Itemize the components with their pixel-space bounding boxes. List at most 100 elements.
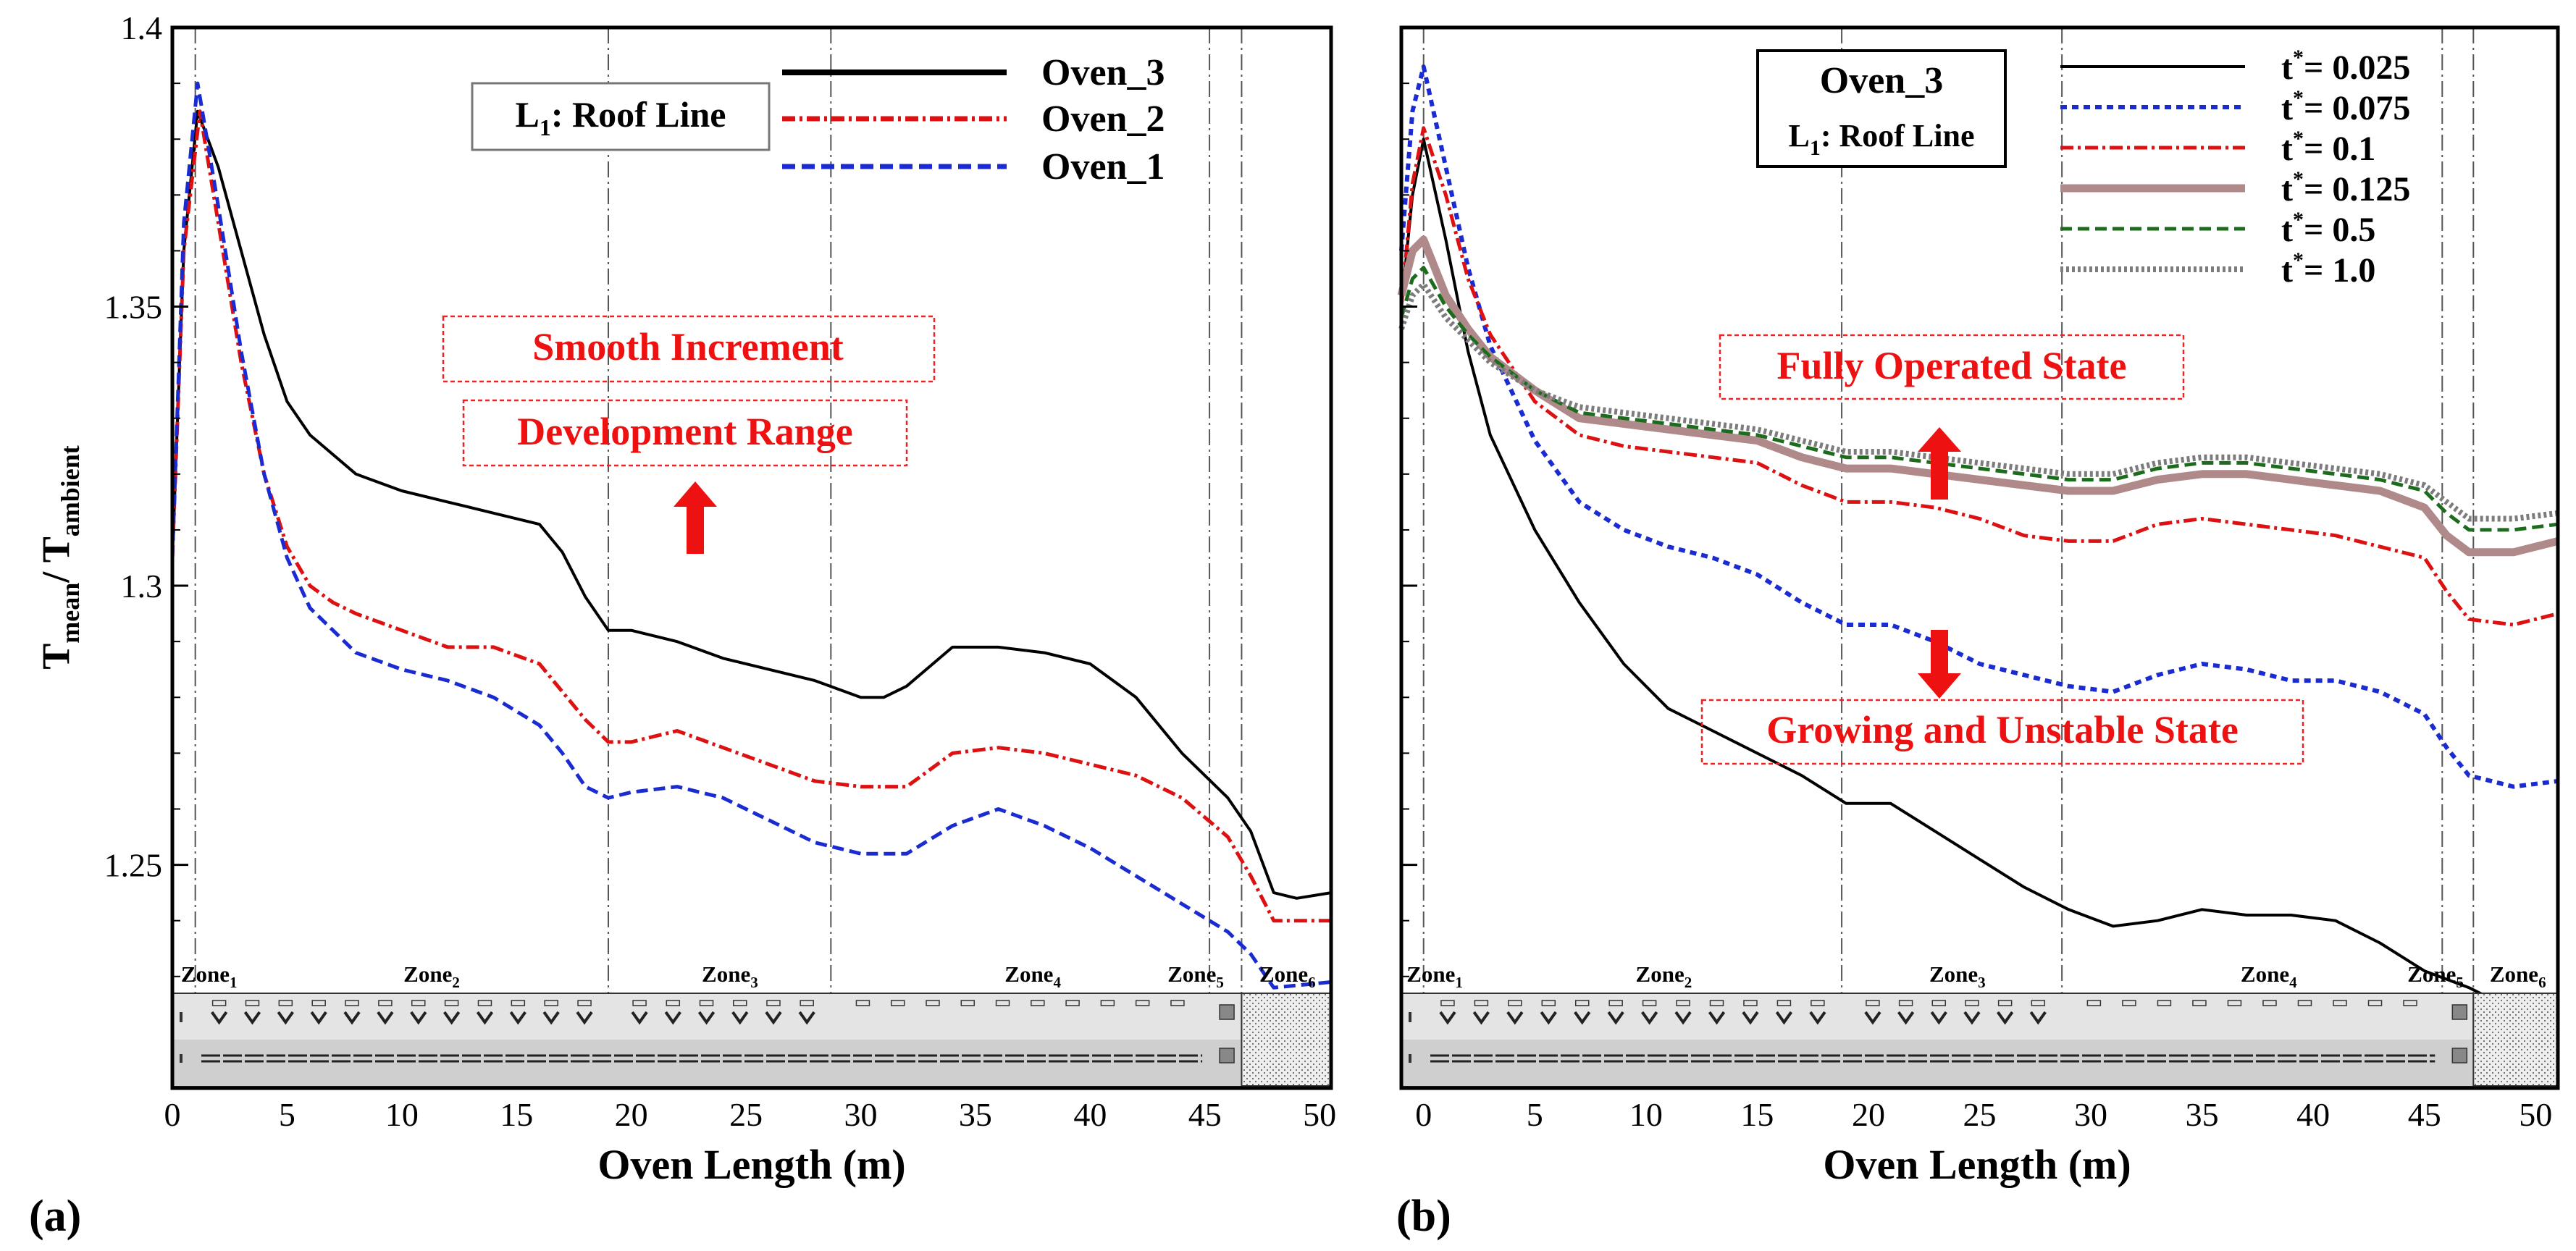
oven-nozzle — [544, 1000, 558, 1006]
info-l: L — [515, 94, 539, 135]
zone-label-2: Zone2 — [403, 961, 460, 991]
oven-entry-mark-2 — [180, 1054, 182, 1063]
oven-heater-icon — [798, 1011, 815, 1025]
legend-value: = 0.075 — [2304, 89, 2410, 127]
legend-t: t — [2281, 130, 2293, 168]
zone-label-5: Zone5 — [1167, 961, 1224, 991]
legend-star: * — [2293, 167, 2304, 191]
oven-nozzle — [1743, 1000, 1758, 1006]
legend-label-oven1: Oven_1 — [1041, 146, 1165, 188]
oven-cooling-zone — [1241, 993, 1333, 1087]
x-tick-label-6: 25 — [729, 1096, 763, 1133]
legend-star: * — [2293, 127, 2304, 151]
oven-heater-icon — [1897, 1011, 1915, 1025]
legend-label-2: t*= 0.075 — [2281, 86, 2410, 127]
oven-nozzle — [1709, 1000, 1724, 1006]
oven-nozzle — [2403, 1000, 2417, 1006]
down-arrow — [1918, 630, 1961, 699]
oven-heater-icon — [1742, 1011, 1759, 1025]
oven-nozzle — [800, 1000, 814, 1006]
zone-label-text: Zone — [181, 961, 230, 987]
zone-label-text: Zone — [2407, 961, 2456, 987]
oven-heater-icon — [697, 1011, 716, 1025]
oven-heater-icon — [1506, 1011, 1524, 1025]
zone-label-2: Zone2 — [1636, 961, 1692, 991]
oven-nozzle — [2157, 1000, 2172, 1006]
oven-nozzle — [1997, 1000, 2013, 1006]
zone-lines — [194, 28, 1243, 993]
oven-heater-icon — [1439, 1011, 1456, 1025]
series-line-2 — [170, 109, 1331, 923]
oven-nozzle — [1866, 1000, 1880, 1006]
oven-heater-icon — [765, 1011, 782, 1025]
zone-label-sub: 4 — [2289, 974, 2297, 991]
oven-heater-icon — [1708, 1011, 1726, 1025]
oven-nozzle — [766, 1000, 781, 1006]
legend-t: t — [2281, 211, 2293, 249]
x-tick-label-11: 50 — [1303, 1096, 1336, 1133]
annotation-fully-operated: Fully Operated State — [1777, 344, 2127, 387]
x-tick-label-9: 40 — [1073, 1096, 1107, 1133]
oven-heater-icon — [1775, 1011, 1793, 1025]
oven-heater-icon — [476, 1011, 494, 1025]
oven-nozzle — [2227, 1000, 2242, 1006]
oven-nozzle — [1776, 1000, 1792, 1006]
oven-nozzle — [1135, 1000, 1150, 1006]
oven-nozzle — [2031, 1000, 2046, 1006]
oven-nozzle — [1440, 1000, 1455, 1006]
y-tick-label-4: 1.4 — [121, 9, 163, 46]
zone-label-1: Zone1 — [1406, 961, 1463, 991]
legend-value: = 1.0 — [2304, 251, 2375, 290]
legend-star: * — [2293, 208, 2304, 232]
series-line-3 — [1399, 126, 2559, 627]
oven-heater-icon — [2029, 1011, 2047, 1025]
oven-heater-icon — [1540, 1011, 1557, 1025]
legend-label-oven2: Oven_2 — [1041, 98, 1165, 140]
legend-value: = 0.5 — [2304, 211, 2375, 249]
oven-nozzle — [1811, 1000, 1825, 1006]
legend-label-1: t*= 0.025 — [2281, 46, 2410, 87]
zone-label-5: Zone5 — [2407, 961, 2464, 991]
x-tick-label-1: 0 — [164, 1096, 181, 1133]
oven-nozzle — [1031, 1000, 1045, 1006]
legend-t: t — [2281, 170, 2293, 208]
oven-schematic — [172, 993, 1333, 1087]
oven-heater-icon — [576, 1011, 593, 1025]
oven-nozzle — [477, 1000, 492, 1006]
oven-heater-icon — [1574, 1011, 1591, 1025]
oven-nozzle — [511, 1000, 526, 1006]
y-axis-label: Tmean/ Tambient — [34, 445, 85, 670]
legend-t: t — [2281, 49, 2293, 87]
oven-heater-icon — [1607, 1011, 1624, 1025]
legend-label-6: t*= 1.0 — [2281, 248, 2375, 290]
legend-label-oven3: Oven_3 — [1041, 52, 1165, 93]
oven-heater-icon — [631, 1011, 648, 1025]
oven-nozzle — [1170, 1000, 1185, 1006]
zone-label-6: Zone6 — [1259, 961, 1316, 991]
oven-nozzle — [1065, 1000, 1080, 1006]
x-tick-label-10: 45 — [1188, 1096, 1222, 1133]
oven-heater-icon — [377, 1011, 394, 1025]
up-arrow — [674, 481, 717, 554]
oven-nozzle — [1931, 1000, 1947, 1006]
zone-label-sub: 1 — [1455, 974, 1463, 991]
panel-label-b: (b) — [1396, 1192, 1451, 1241]
oven-nozzle — [926, 1000, 940, 1006]
oven-nozzle — [960, 1000, 976, 1006]
info-box-text: L1: Roof Line — [1788, 118, 1974, 160]
legend-star: * — [2293, 46, 2304, 70]
oven-heater-icon — [277, 1011, 294, 1025]
x-tick-label-5: 20 — [615, 1096, 648, 1133]
info-rest: : Roof Line — [551, 94, 726, 135]
oven-nozzle — [577, 1000, 592, 1006]
x-tick-label-10: 45 — [2408, 1096, 2441, 1133]
oven-zone5-box-2 — [1219, 1048, 1235, 1063]
oven-entry-mark-2 — [1409, 1054, 1411, 1063]
oven-heater-icon — [1963, 1011, 1981, 1025]
oven-heater-icon — [1864, 1011, 1881, 1025]
y-label-sub-mean: mean — [56, 583, 85, 644]
info-l: L — [1788, 118, 1809, 153]
zone-label-6: Zone6 — [2490, 961, 2546, 991]
oven-zone5-box — [1219, 1004, 1235, 1020]
